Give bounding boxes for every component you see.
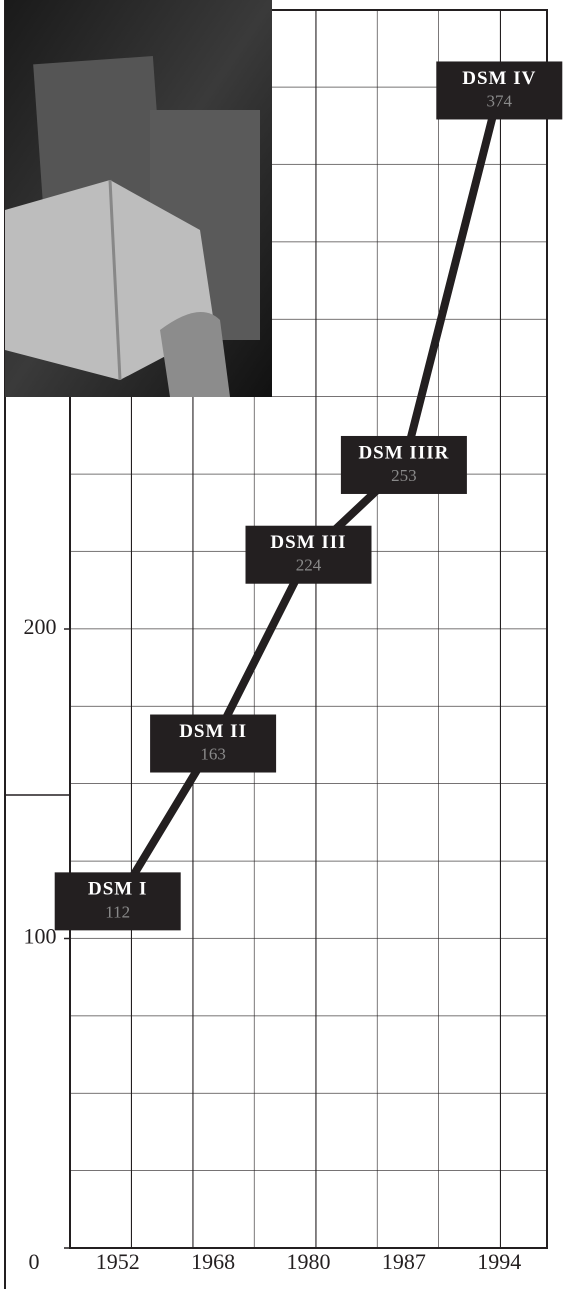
point-value: 112 [105, 902, 130, 921]
point-name: DSM III [270, 532, 346, 553]
x-tick-label: 1987 [382, 1249, 426, 1274]
y-tick-label: 100 [24, 924, 57, 949]
point-name: DSM II [179, 721, 247, 742]
point-name: DSM IIIR [358, 442, 449, 463]
x-tick-label: 1952 [96, 1249, 140, 1274]
x-tick-label: 1968 [191, 1249, 235, 1274]
point-value: 163 [200, 744, 226, 763]
point-label: DSM II 163 [150, 715, 276, 773]
point-value: 224 [296, 556, 322, 575]
chart: 010020019521968198019871994DSM I112DSM I… [0, 0, 575, 1289]
point-label: DSM IV 374 [436, 61, 562, 119]
point-label: DSM I 112 [55, 872, 181, 930]
y-tick-label: 200 [24, 614, 57, 639]
point-name: DSM IV [462, 68, 536, 89]
x-tick-label: 1994 [477, 1249, 521, 1274]
point-name: DSM I [88, 879, 147, 900]
point-value: 374 [487, 91, 513, 110]
point-value: 253 [391, 466, 417, 485]
point-label: DSM IIIR 253 [341, 436, 467, 494]
y-tick-label: 0 [29, 1249, 40, 1274]
x-tick-label: 1980 [287, 1249, 331, 1274]
photo [5, 0, 272, 397]
point-label: DSM III 224 [246, 526, 372, 584]
